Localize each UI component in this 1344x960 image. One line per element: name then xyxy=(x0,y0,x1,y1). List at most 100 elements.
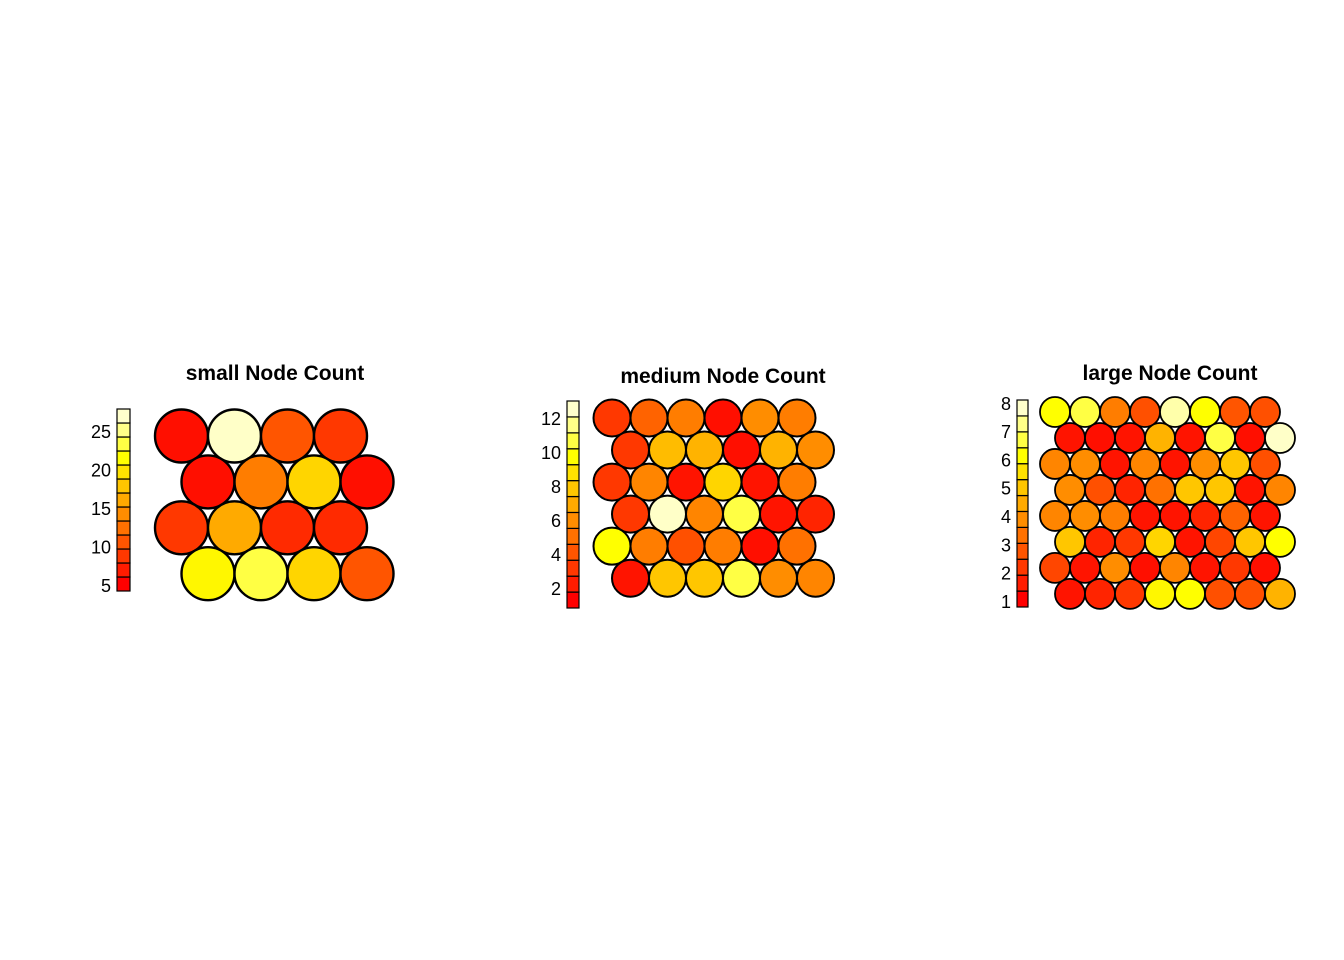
panel-0: 5 10 15 20 25 xyxy=(91,408,395,602)
som-node-circle xyxy=(206,408,263,464)
som-node-circle xyxy=(1219,551,1251,584)
som-node-circle xyxy=(153,408,210,464)
legend-tick-label: 6 xyxy=(551,511,561,531)
som-node-circle xyxy=(666,398,706,438)
som-node-circle xyxy=(1204,577,1236,610)
legend-colorbar xyxy=(116,408,131,592)
legend-tick-label: 8 xyxy=(1001,394,1011,414)
som-node-circle xyxy=(1039,551,1071,584)
som-node-circle xyxy=(339,454,395,510)
som-node-circle xyxy=(1159,448,1191,480)
som-node-circle xyxy=(1144,526,1176,558)
panel-title-large: large Node Count xyxy=(1082,362,1258,385)
som-node-circle xyxy=(312,408,369,464)
legend-color-swatch xyxy=(116,520,131,536)
som-node-circle xyxy=(703,398,743,438)
som-node-circle xyxy=(703,526,743,566)
som-node-circle xyxy=(796,430,835,470)
legend-color-swatch xyxy=(1016,590,1029,608)
som-node-circle xyxy=(1189,551,1221,584)
som-node-circle xyxy=(1264,474,1296,506)
som-node-circle xyxy=(777,462,817,502)
som-node-circle xyxy=(1204,422,1236,454)
panel-title-small: small Node Count xyxy=(185,362,365,385)
som-node-circle xyxy=(722,494,761,534)
som-node-circle xyxy=(592,462,632,502)
som-node-circle xyxy=(1039,500,1071,532)
legend-color-swatch xyxy=(566,527,580,545)
legend-tick-label: 20 xyxy=(91,460,111,480)
legend-tick-label: 2 xyxy=(551,579,561,599)
som-node-circle xyxy=(1174,422,1206,454)
legend-color-swatch xyxy=(566,495,580,514)
som-node-circle xyxy=(1129,396,1161,428)
som-node-circle xyxy=(1144,577,1176,610)
legend-color-swatch xyxy=(1016,463,1029,481)
legend-color-swatch xyxy=(1016,494,1029,513)
legend-color-swatch xyxy=(116,562,131,578)
legend-color-swatch xyxy=(1016,542,1029,560)
som-node-circle xyxy=(233,454,289,510)
som-node-circle xyxy=(1069,500,1101,532)
legend-color-swatch xyxy=(1016,399,1029,417)
som-node-circle xyxy=(685,558,724,598)
som-node-circle xyxy=(1084,526,1116,558)
som-node-circle xyxy=(740,462,780,502)
legend-tick-label: 3 xyxy=(1001,535,1011,555)
som-node-circle xyxy=(1174,526,1206,558)
som-node-circle xyxy=(611,558,650,598)
legend-color-swatch xyxy=(566,416,580,434)
legend-tick-label: 15 xyxy=(91,499,111,519)
som-node-circle xyxy=(777,526,817,566)
legend-tick-label: 8 xyxy=(551,477,561,497)
som-node-circle xyxy=(1159,500,1191,532)
som-node-circle xyxy=(1084,577,1116,610)
legend-color-swatch xyxy=(566,575,580,593)
legend-color-swatch xyxy=(116,450,131,466)
som-node-circle xyxy=(759,430,798,470)
legend-tick-label: 1 xyxy=(1001,592,1011,612)
som-node-circle xyxy=(611,494,650,534)
legend-color-swatch xyxy=(116,408,131,424)
som-node-circle xyxy=(180,545,236,602)
som-node-circle xyxy=(1039,448,1071,480)
som-node-circle xyxy=(1219,500,1251,532)
som-node-circle xyxy=(648,494,687,534)
som-node-circle xyxy=(1114,474,1146,506)
legend-tick-label: 4 xyxy=(551,545,561,565)
som-node-circle xyxy=(1174,474,1206,506)
som-node-circle xyxy=(740,526,780,566)
som-node-circle xyxy=(1249,448,1281,480)
legend-tick-label: 6 xyxy=(1001,450,1011,470)
som-node-circle xyxy=(1114,422,1146,454)
som-node-circle xyxy=(666,526,706,566)
som-node-circle xyxy=(1159,396,1191,428)
som-node-circle xyxy=(180,454,236,510)
som-node-circle xyxy=(206,500,263,556)
som-node-circle xyxy=(1099,396,1131,428)
legend-color-swatch xyxy=(1016,574,1029,592)
som-node-circle xyxy=(286,545,342,602)
legend-color-swatch xyxy=(116,506,131,522)
legend-tick-label: 4 xyxy=(1001,507,1011,527)
som-node-circle xyxy=(592,398,632,438)
som-node-circle xyxy=(1234,474,1266,506)
som-node-circle xyxy=(1054,422,1086,454)
som-node-circle xyxy=(1054,474,1086,506)
som-node-circle xyxy=(1084,474,1116,506)
som-node-circle xyxy=(1114,577,1146,610)
som-node-circle xyxy=(1039,396,1071,428)
panel-1: 2 4 6 8 10 12 xyxy=(541,398,835,609)
som-node-circle xyxy=(259,500,316,556)
som-node-circle xyxy=(1084,422,1116,454)
som-node-circle xyxy=(1234,577,1266,610)
legend-color-swatch xyxy=(566,559,580,577)
som-node-circle xyxy=(1249,551,1281,584)
som-node-circle xyxy=(1099,448,1131,480)
som-node-circle xyxy=(1054,526,1086,558)
legend-tick-label: 10 xyxy=(541,443,561,463)
som-node-circle xyxy=(1264,577,1296,610)
som-node-circle xyxy=(629,462,669,502)
legend-color-swatch xyxy=(1016,447,1029,465)
som-node-circle xyxy=(1174,577,1206,610)
